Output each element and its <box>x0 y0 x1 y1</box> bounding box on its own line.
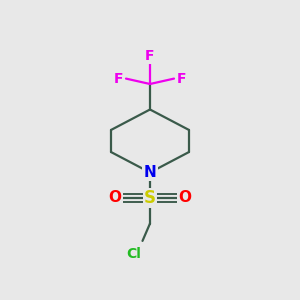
Text: Cl: Cl <box>127 247 142 260</box>
Text: S: S <box>144 189 156 207</box>
Text: N: N <box>144 165 156 180</box>
Text: F: F <box>177 72 186 86</box>
Text: O: O <box>108 190 122 206</box>
Text: F: F <box>114 72 123 86</box>
Text: F: F <box>145 49 155 63</box>
Text: O: O <box>178 190 192 206</box>
